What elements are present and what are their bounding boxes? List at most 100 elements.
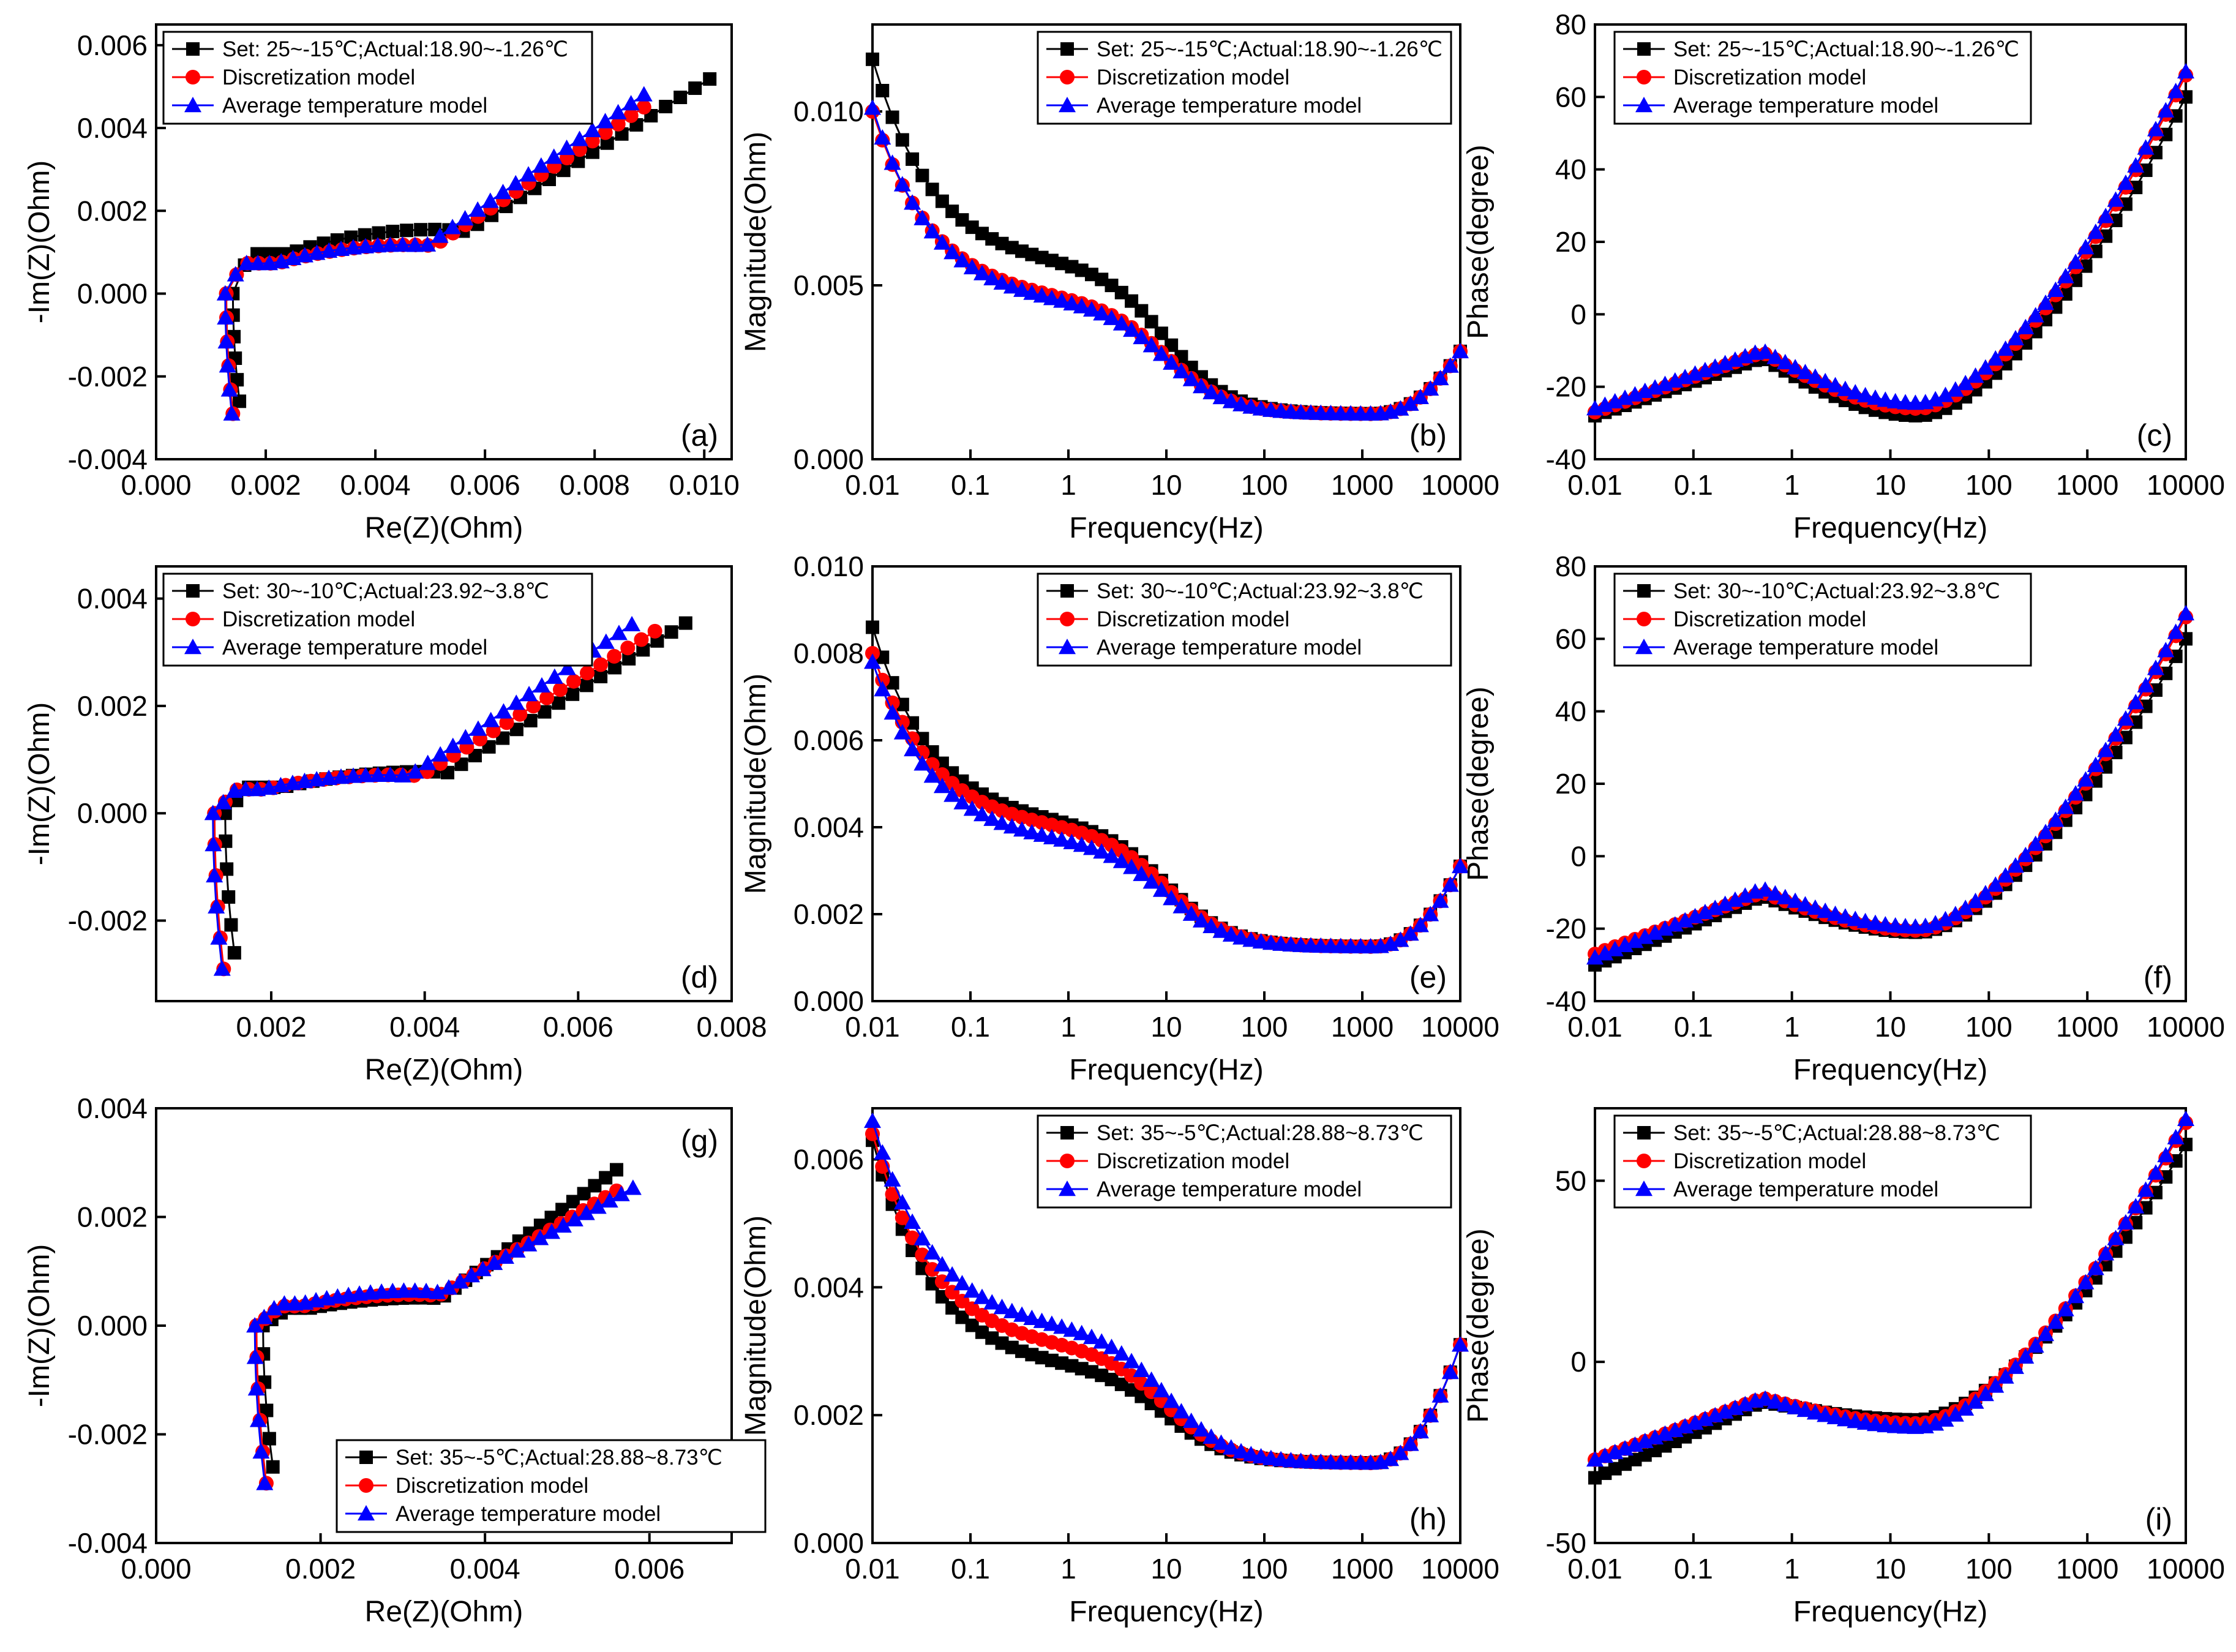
data-point xyxy=(1093,305,1111,321)
x-tick-label: 0.01 xyxy=(1567,1011,1623,1043)
data-point xyxy=(1976,1386,1994,1402)
data-point xyxy=(1411,917,1429,933)
data-point xyxy=(384,1282,402,1299)
data-point xyxy=(440,1279,457,1295)
data-point xyxy=(538,705,552,719)
data-point xyxy=(1766,885,1784,901)
legend: Set: 30~-10℃;Actual:23.92~3.8℃ Discretiza… xyxy=(1613,573,2032,667)
legend-label-set: Set: 30~-10℃;Actual:23.92~3.8℃ xyxy=(222,579,549,603)
data-point xyxy=(1422,906,1439,922)
data-point xyxy=(204,836,222,852)
data-point xyxy=(1073,298,1090,314)
data-point xyxy=(474,1261,492,1277)
data-point xyxy=(973,806,991,822)
data-point xyxy=(566,687,580,701)
data-point xyxy=(406,1282,424,1298)
x-tick-label: 0.006 xyxy=(543,1011,613,1043)
data-point xyxy=(1937,386,1954,402)
data-point xyxy=(539,690,555,705)
y-tick-label: 40 xyxy=(1555,154,1586,186)
data-point xyxy=(558,659,576,675)
legend-frame xyxy=(1037,31,1452,125)
data-point xyxy=(1242,931,1260,947)
data-point xyxy=(508,694,525,710)
data-point xyxy=(1757,343,1774,359)
data-point xyxy=(904,1213,921,1229)
data-point xyxy=(296,772,313,789)
data-point xyxy=(1133,328,1150,345)
data-point xyxy=(1787,359,1804,375)
data-point xyxy=(1957,1400,1975,1416)
legend-label-set: Set: 35~-5℃;Actual:28.88~8.73℃ xyxy=(1673,1121,2000,1145)
data-point xyxy=(1586,949,1604,965)
legend-label-disc: Discretization model xyxy=(222,607,415,631)
series-avg xyxy=(216,86,653,421)
x-axis-label: Re(Z)(Ohm) xyxy=(365,1596,523,1628)
data-point xyxy=(1856,912,1874,928)
series-avg xyxy=(864,99,1469,421)
data-point xyxy=(1806,1404,1824,1420)
data-point xyxy=(543,1223,561,1239)
data-point xyxy=(1144,315,1158,329)
x-tick-label: 100 xyxy=(1965,469,2013,501)
panel-letter: (e) xyxy=(1409,960,1447,994)
data-point xyxy=(204,805,222,820)
y-axis-label: Phase(degree) xyxy=(1462,686,1495,881)
data-point xyxy=(1023,824,1041,839)
data-point xyxy=(876,84,890,98)
data-point xyxy=(555,1203,569,1217)
legend-label-disc: Discretization model xyxy=(396,1474,588,1498)
data-point xyxy=(634,632,649,647)
data-point xyxy=(246,1317,264,1333)
data-point xyxy=(1766,1393,1784,1409)
plot-frame xyxy=(155,23,733,460)
data-point xyxy=(222,890,236,904)
data-point xyxy=(369,237,387,253)
x-tick-label: 10 xyxy=(1150,1553,1182,1585)
data-point xyxy=(864,1112,881,1128)
data-point xyxy=(255,1308,273,1324)
data-point xyxy=(216,285,234,301)
x-axis-label: Frequency(Hz) xyxy=(1793,512,1987,544)
y-tick-label: 0.010 xyxy=(793,550,864,582)
data-point xyxy=(963,1282,981,1298)
data-point xyxy=(213,960,231,976)
data-point xyxy=(1706,899,1724,915)
x-axis-label: Re(Z)(Ohm) xyxy=(365,1054,523,1086)
legend-frame xyxy=(1037,1114,1452,1209)
data-point xyxy=(2147,659,2164,675)
y-tick-label: 0.000 xyxy=(77,278,148,310)
data-point xyxy=(597,633,615,649)
data-point xyxy=(659,100,673,114)
y-tick-label: 0.000 xyxy=(793,443,864,475)
data-point xyxy=(1766,348,1784,364)
data-point xyxy=(585,145,599,159)
data-point xyxy=(623,108,639,123)
phase-plot-row-2: 0.01 0.1 1 10 100 1000 10000 -40 -20 0 20 40 60 80 Fre… xyxy=(1462,550,2225,1086)
legend-frame xyxy=(1613,1114,2032,1209)
legend-label-disc: Discretization model xyxy=(1097,66,1289,89)
data-point xyxy=(451,1273,469,1289)
data-point xyxy=(554,1217,572,1233)
data-point xyxy=(1946,1406,1964,1422)
x-tick-label: 1 xyxy=(1784,1011,1800,1043)
data-point xyxy=(2107,726,2125,742)
data-point xyxy=(973,265,991,280)
data-point xyxy=(566,1211,583,1226)
data-point xyxy=(520,1236,538,1252)
data-point xyxy=(419,236,437,252)
y-tick-label: -20 xyxy=(1546,913,1586,945)
data-point xyxy=(623,615,641,632)
data-point xyxy=(923,223,941,239)
y-tick-label: 0.000 xyxy=(793,985,864,1017)
data-point xyxy=(610,1163,623,1177)
y-tick-label: 0.004 xyxy=(793,1271,864,1303)
data-point xyxy=(1937,910,1954,926)
data-point xyxy=(2129,181,2143,195)
data-point xyxy=(864,653,881,669)
legend-label-set: Set: 35~-5℃;Actual:28.88~8.73℃ xyxy=(396,1446,722,1470)
data-point xyxy=(1716,895,1734,911)
data-point xyxy=(1033,1312,1051,1328)
data-point xyxy=(238,255,255,271)
data-point xyxy=(1382,1451,1400,1466)
